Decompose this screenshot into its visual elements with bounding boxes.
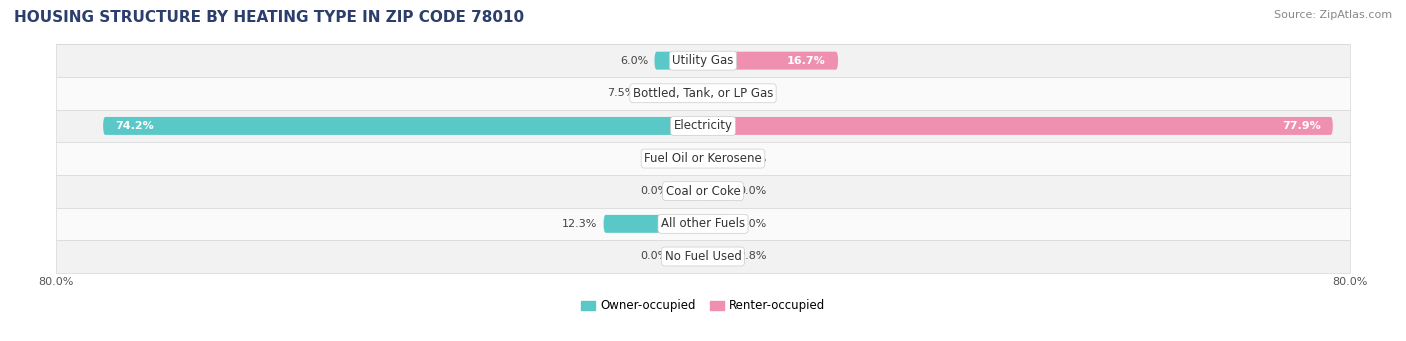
FancyBboxPatch shape xyxy=(703,215,731,233)
Text: 0.0%: 0.0% xyxy=(640,153,668,164)
Legend: Owner-occupied, Renter-occupied: Owner-occupied, Renter-occupied xyxy=(576,295,830,317)
Text: 0.0%: 0.0% xyxy=(738,153,766,164)
FancyBboxPatch shape xyxy=(56,142,1350,175)
FancyBboxPatch shape xyxy=(643,84,703,102)
FancyBboxPatch shape xyxy=(56,77,1350,109)
Text: All other Fuels: All other Fuels xyxy=(661,217,745,230)
Text: 0.0%: 0.0% xyxy=(640,251,668,262)
FancyBboxPatch shape xyxy=(703,248,731,265)
Text: Electricity: Electricity xyxy=(673,119,733,132)
Text: Bottled, Tank, or LP Gas: Bottled, Tank, or LP Gas xyxy=(633,87,773,100)
Text: 2.6%: 2.6% xyxy=(738,88,766,98)
FancyBboxPatch shape xyxy=(703,117,1333,135)
FancyBboxPatch shape xyxy=(703,52,838,70)
Text: 77.9%: 77.9% xyxy=(1282,121,1320,131)
Text: 12.3%: 12.3% xyxy=(562,219,598,229)
Text: Coal or Coke: Coal or Coke xyxy=(665,185,741,198)
Text: 2.8%: 2.8% xyxy=(738,251,766,262)
FancyBboxPatch shape xyxy=(654,52,703,70)
FancyBboxPatch shape xyxy=(675,182,703,200)
Text: 0.0%: 0.0% xyxy=(640,186,668,196)
Text: 6.0%: 6.0% xyxy=(620,56,648,66)
Text: 74.2%: 74.2% xyxy=(115,121,155,131)
FancyBboxPatch shape xyxy=(675,248,703,265)
Text: 7.5%: 7.5% xyxy=(607,88,636,98)
Text: 0.0%: 0.0% xyxy=(738,186,766,196)
FancyBboxPatch shape xyxy=(675,150,703,167)
FancyBboxPatch shape xyxy=(56,208,1350,240)
FancyBboxPatch shape xyxy=(703,84,731,102)
Text: Fuel Oil or Kerosene: Fuel Oil or Kerosene xyxy=(644,152,762,165)
FancyBboxPatch shape xyxy=(56,109,1350,142)
FancyBboxPatch shape xyxy=(603,215,703,233)
Text: Source: ZipAtlas.com: Source: ZipAtlas.com xyxy=(1274,10,1392,20)
FancyBboxPatch shape xyxy=(56,240,1350,273)
Text: No Fuel Used: No Fuel Used xyxy=(665,250,741,263)
FancyBboxPatch shape xyxy=(56,175,1350,208)
Text: 0.0%: 0.0% xyxy=(738,219,766,229)
Text: Utility Gas: Utility Gas xyxy=(672,54,734,67)
Text: 16.7%: 16.7% xyxy=(787,56,825,66)
FancyBboxPatch shape xyxy=(703,150,731,167)
Text: HOUSING STRUCTURE BY HEATING TYPE IN ZIP CODE 78010: HOUSING STRUCTURE BY HEATING TYPE IN ZIP… xyxy=(14,10,524,25)
FancyBboxPatch shape xyxy=(103,117,703,135)
FancyBboxPatch shape xyxy=(703,182,731,200)
FancyBboxPatch shape xyxy=(56,44,1350,77)
